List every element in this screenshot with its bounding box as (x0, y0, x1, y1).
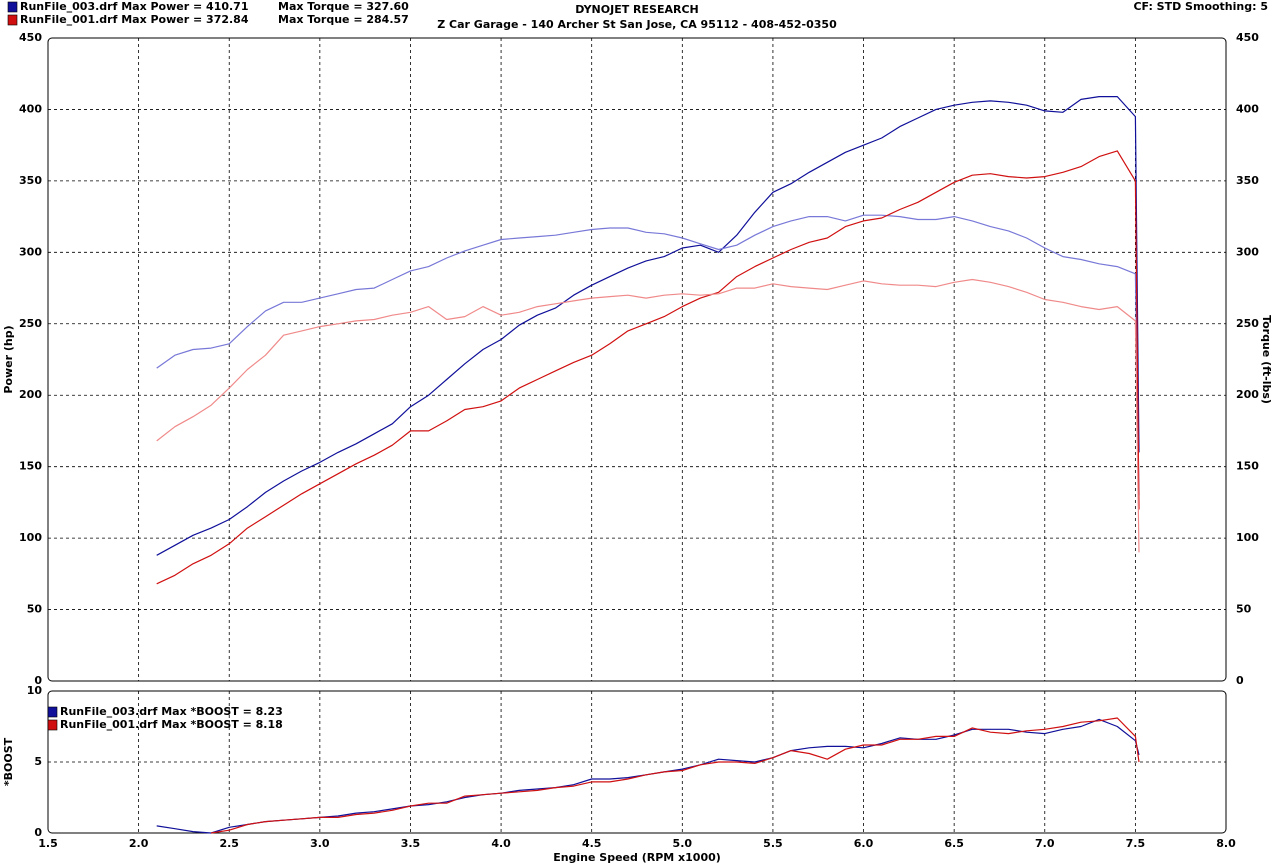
data-line (211, 717, 1140, 834)
legend-label: Max Torque = 327.60 (278, 0, 409, 13)
legend-label: RunFile_001.drf Max *BOOST = 8.18 (60, 718, 283, 731)
y2-tick-label: 150 (1236, 460, 1259, 473)
x-tick-label: 3.0 (310, 837, 330, 850)
y2-tick-label: 200 (1236, 388, 1259, 401)
chart-subtitle: Z Car Garage - 140 Archer St San Jose, C… (437, 18, 837, 31)
y-tick-label: 10 (27, 684, 43, 697)
settings-note: CF: STD Smoothing: 5 (1133, 0, 1268, 13)
legend-swatch (7, 1, 18, 13)
x-tick-label: 4.0 (491, 837, 511, 850)
legend-label: RunFile_003.drf Max Power = 410.71 (20, 0, 249, 13)
legend-label: RunFile_001.drf Max Power = 372.84 (20, 13, 249, 26)
y-tick-label: 450 (19, 31, 42, 44)
x-tick-label: 7.5 (1126, 837, 1146, 850)
x-tick-label: 2.0 (129, 837, 149, 850)
x-axis-label: Engine Speed (RPM x1000) (553, 851, 721, 864)
data-line (156, 214, 1140, 496)
y-axis-label: *BOOST (2, 737, 15, 786)
y-tick-label: 100 (19, 531, 42, 544)
y2-tick-label: 350 (1236, 174, 1259, 187)
x-tick-label: 5.0 (673, 837, 693, 850)
y2-tick-label: 0 (1236, 674, 1244, 687)
y-tick-label: 50 (27, 603, 43, 616)
y-tick-label: 250 (19, 317, 42, 330)
data-line (156, 96, 1140, 556)
x-tick-label: 3.5 (401, 837, 421, 850)
x-tick-label: 6.5 (944, 837, 964, 850)
legend-swatch (47, 719, 58, 731)
data-line (156, 278, 1140, 553)
legend-label: Max Torque = 284.57 (278, 13, 409, 26)
y-tick-label: 0 (34, 826, 42, 839)
y2-tick-label: 250 (1236, 317, 1259, 330)
legend-label: RunFile_003.drf Max *BOOST = 8.23 (60, 705, 283, 718)
y-axis-label: Power (hp) (2, 325, 15, 393)
x-tick-label: 4.5 (582, 837, 602, 850)
y2-tick-label: 50 (1236, 603, 1252, 616)
y-tick-label: 0 (34, 674, 42, 687)
x-tick-label: 5.5 (763, 837, 783, 850)
y-tick-label: 200 (19, 388, 42, 401)
x-tick-label: 1.5 (38, 837, 58, 850)
y-tick-label: 150 (19, 460, 42, 473)
plot-frame (47, 37, 1227, 682)
legend-swatch (47, 706, 58, 718)
y2-tick-label: 450 (1236, 31, 1259, 44)
chart-title: DYNOJET RESEARCH (575, 3, 698, 16)
legend-swatch (7, 14, 18, 26)
data-line (156, 150, 1140, 585)
x-tick-label: 6.0 (854, 837, 874, 850)
y-tick-label: 300 (19, 245, 42, 258)
y-tick-label: 350 (19, 174, 42, 187)
x-tick-label: 2.5 (219, 837, 239, 850)
y2-tick-label: 100 (1236, 531, 1259, 544)
x-tick-label: 7.0 (1035, 837, 1055, 850)
y-tick-label: 5 (34, 755, 42, 768)
y2-axis-label: Torque (ft-lbs) (1260, 315, 1273, 404)
y2-tick-label: 400 (1236, 102, 1259, 115)
x-tick-label: 8.0 (1216, 837, 1236, 850)
y2-tick-label: 300 (1236, 245, 1259, 258)
y-tick-label: 400 (19, 102, 42, 115)
